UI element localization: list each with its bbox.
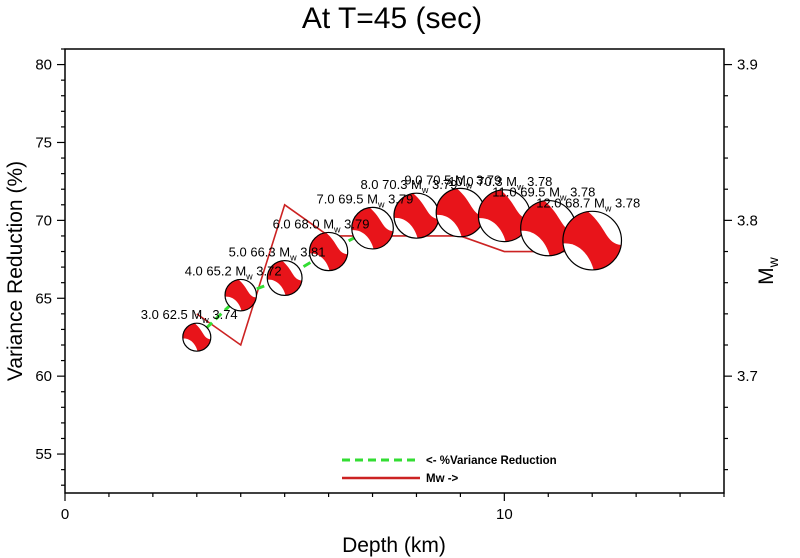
y-tick-label: 80: [35, 57, 52, 74]
beachball: [308, 231, 349, 272]
beachball-lobe: [456, 188, 485, 217]
point-annotation: 6.0 68.0 Mw 3.79: [273, 216, 370, 234]
point-annotation: 11.0 69.5 Mw 3.78: [492, 185, 595, 203]
beachball: [182, 322, 212, 352]
y2-tick-label: 3.7: [737, 368, 758, 385]
beachball-lobe: [194, 323, 211, 340]
y2-tick-label: 3.8: [737, 212, 758, 229]
beachball-lobe: [267, 279, 286, 296]
y-tick-label: 65: [35, 290, 52, 307]
beachball: [435, 187, 486, 238]
beachball: [351, 206, 394, 250]
beachball-lobe: [225, 296, 242, 311]
axis-ticks: 0 10 55 60 65 70 75 80 3.7 3.8 3.9: [35, 48, 758, 523]
x-axis-label: Depth (km): [342, 534, 446, 557]
y-tick-label: 70: [35, 212, 52, 229]
y-tick-label: 75: [35, 134, 52, 151]
y2-tick-label: 3.9: [737, 57, 758, 74]
point-annotation: 5.0 66.3 Mw 3.81: [229, 245, 326, 263]
y-tick-label: 60: [35, 368, 52, 385]
beachball-outline: [266, 260, 303, 297]
point-annotation: 7.0 69.5 Mw 3.79: [317, 191, 414, 209]
point-annotations: 3.0 62.5 Mw 3.74 4.0 65.2 Mw 3.725.0 66.3…: [141, 172, 640, 325]
y2-axis-label-main: M: [755, 267, 778, 285]
svg-text:Mw: Mw: [755, 256, 781, 285]
y-tick-label: 55: [35, 446, 52, 463]
x-tick-label: 10: [496, 506, 513, 523]
beachball-outline: [182, 322, 212, 352]
beachball-lobe: [238, 279, 257, 298]
beachball-lobe: [413, 192, 440, 220]
beachball: [477, 189, 531, 243]
beachball-lobe: [309, 253, 330, 271]
beachball-outline: [308, 231, 349, 272]
legend-mw-label: Mw ->: [426, 473, 459, 485]
point-annotation: 3.0 62.5 Mw 3.74: [141, 307, 238, 325]
legend-vr-label: <- %Variance Reduction: [426, 455, 557, 467]
beachball-lobe: [369, 207, 394, 232]
beachball-lobe: [478, 218, 506, 242]
point-annotation: 12.0 68.7 Mw 3.78: [536, 195, 640, 213]
beachballs: [182, 187, 623, 352]
beachball-lobe: [182, 338, 198, 352]
y-axis-label: Variance Reduction (%): [4, 161, 27, 381]
point-annotation: 8.0 70.3 Mw 3.79: [360, 177, 457, 195]
beachball-lobe: [393, 217, 418, 239]
y2-axis-label: Mw: [755, 256, 781, 285]
point-annotation: 10.0 70.3 Mw 3.78: [448, 174, 552, 192]
beachball-lobe: [282, 260, 303, 281]
point-annotation: 4.0 65.2 Mw 3.72: [185, 263, 282, 281]
beachball: [393, 192, 440, 239]
beachball-lobe: [436, 214, 462, 237]
y2-axis-label-sub: w: [765, 256, 781, 268]
beachball-outline: [351, 206, 394, 250]
chart-title: At T=45 (sec): [302, 2, 482, 35]
beachball-lobe: [520, 230, 550, 256]
beachball-lobe: [587, 210, 622, 246]
point-annotation: 9.0 70.5 Mw 3.79: [404, 172, 501, 190]
beachball: [266, 260, 303, 297]
beachball-lobe: [325, 232, 348, 255]
legend: <- %Variance Reduction Mw ->: [342, 455, 557, 485]
beachball-outline: [562, 210, 623, 271]
mw-series-line: [196, 203, 593, 347]
beachball-lobe: [500, 189, 531, 220]
x-tick-label: 0: [61, 506, 69, 523]
beachball: [562, 210, 623, 271]
beachball: [224, 278, 258, 312]
beachball-lobe: [351, 230, 374, 249]
beachball-lobe: [562, 243, 594, 270]
beachball-outline: [224, 278, 258, 312]
plot-frame: [64, 48, 725, 494]
